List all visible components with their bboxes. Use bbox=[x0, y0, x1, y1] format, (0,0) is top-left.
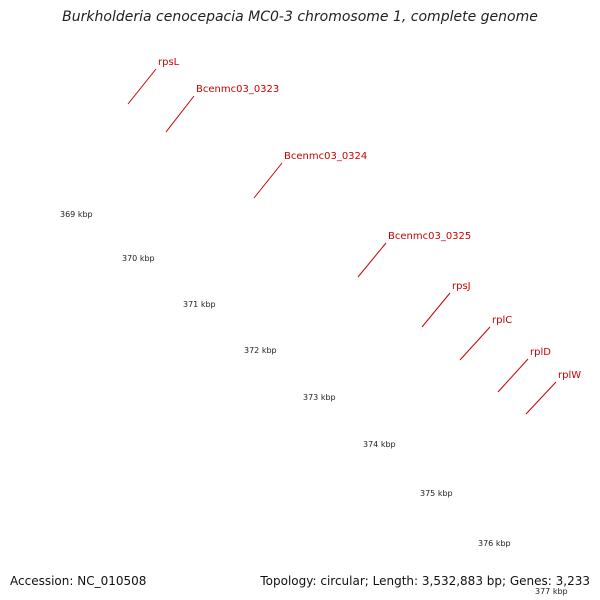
gene-label: rplD bbox=[530, 347, 551, 358]
gene-label: Bcenmc03_0325 bbox=[388, 231, 471, 242]
kbp-tick-label: 373 kbp bbox=[303, 393, 336, 402]
kbp-tick-label: 371 kbp bbox=[183, 300, 216, 309]
gene-leader-line bbox=[127, 68, 157, 105]
gene-label: Bcenmc03_0323 bbox=[196, 84, 279, 95]
kbp-tick-label: 374 kbp bbox=[363, 440, 396, 449]
kbp-tick-label: 375 kbp bbox=[420, 489, 453, 498]
kbp-label-layer: 369 kbp 370 kbp 371 kbp 372 kbp 373 kbp 374 k… bbox=[60, 210, 568, 596]
gene-leader-line bbox=[357, 242, 387, 278]
gene-label: Bcenmc03_0324 bbox=[284, 151, 367, 162]
kbp-tick-label: 372 kbp bbox=[244, 346, 277, 355]
accession-label: Accession: NC_010508 bbox=[10, 574, 147, 588]
gene-label: rplC bbox=[492, 315, 512, 326]
gene-label-layer: rpsL Bcenmc03_0323 Bcenmc03_0324 Bcenmc03_0… bbox=[127, 57, 581, 415]
gene-leader-line bbox=[253, 162, 283, 199]
kbp-tick-label: 370 kbp bbox=[122, 254, 155, 263]
gene-leader-line bbox=[459, 326, 491, 361]
gene-leader-line bbox=[525, 381, 557, 415]
gene-leader-line bbox=[421, 292, 451, 328]
gene-leader-line bbox=[165, 95, 195, 133]
kbp-tick-label: 369 kbp bbox=[60, 210, 93, 219]
gene-leader-line bbox=[497, 358, 529, 393]
map-title: Burkholderia cenocepacia MC0-3 chromosom… bbox=[62, 9, 538, 25]
gene-label: rpsJ bbox=[452, 281, 471, 292]
kbp-tick-label: 377 kbp bbox=[535, 587, 568, 596]
kbp-tick-label: 376 kbp bbox=[478, 539, 511, 548]
gene-label: rplW bbox=[558, 370, 581, 381]
gene-label: rpsL bbox=[158, 57, 180, 68]
topology-info: Topology: circular; Length: 3,532,883 bp… bbox=[260, 574, 590, 588]
